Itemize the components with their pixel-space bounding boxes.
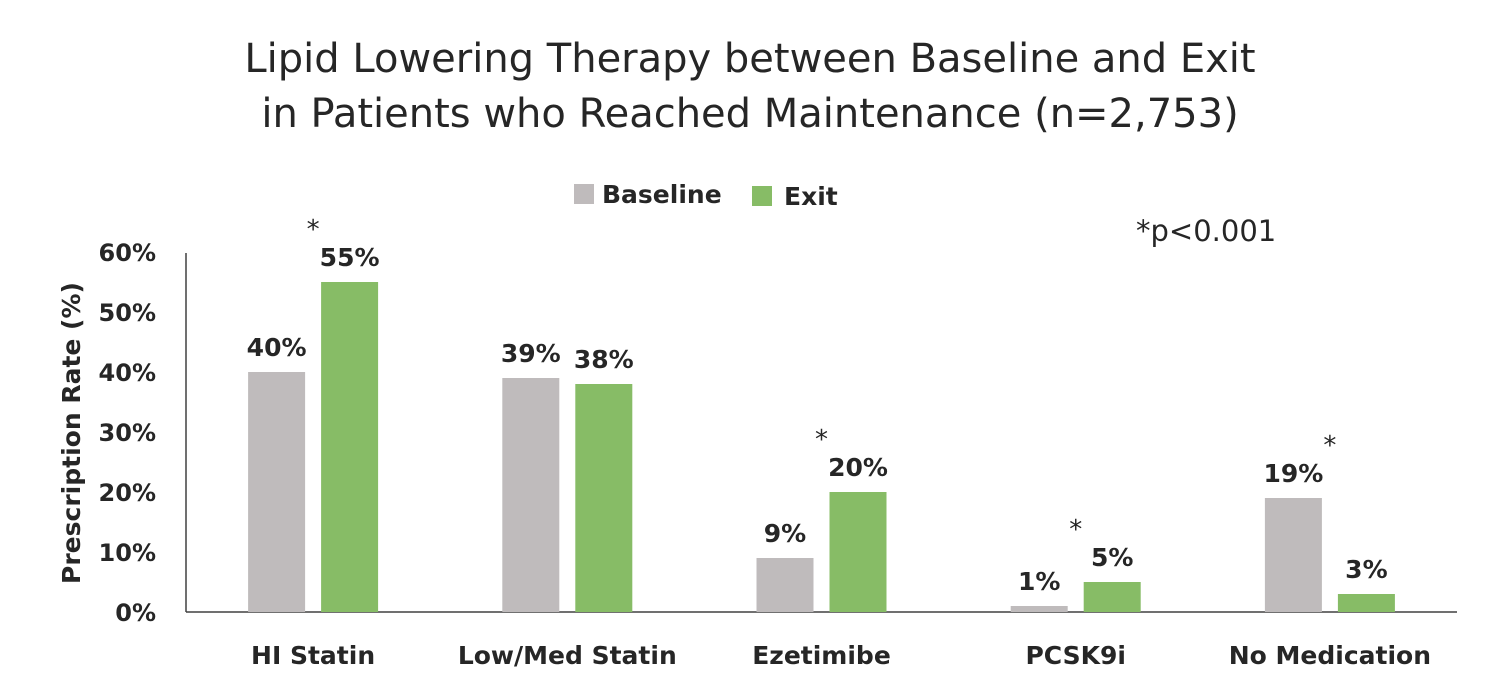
significance-star: *	[1069, 515, 1082, 545]
bar-exit	[321, 282, 379, 612]
bar-baseline	[1264, 498, 1322, 612]
bar-value-label: 1%	[1018, 567, 1060, 596]
significance-markers-group: * * * *	[307, 215, 1337, 545]
bar-baseline	[1010, 606, 1068, 612]
legend-swatch-baseline	[574, 184, 594, 204]
chart-title: Lipid Lowering Therapy between Baseline …	[244, 36, 1255, 137]
y-tick-label: 40%	[99, 359, 156, 387]
category-label: No Medication	[1229, 641, 1431, 670]
significance-star: *	[815, 425, 828, 455]
bar-baseline	[756, 558, 814, 612]
y-axis-label: Prescription Rate (%)	[57, 282, 86, 584]
bar-value-label: 40%	[247, 333, 307, 362]
data-labels-group: 40% 55% 39% 38% 9% 20% 1% 5% 19% 3%	[247, 243, 1388, 596]
bar-value-label: 20%	[828, 453, 888, 482]
bar-exit	[1083, 582, 1141, 612]
bar-value-label: 19%	[1263, 459, 1323, 488]
category-labels-group: HI Statin Low/Med Statin Ezetimibe PCSK9i No…	[251, 641, 1431, 670]
legend-label-baseline: Baseline	[602, 180, 722, 209]
y-tick-label: 30%	[99, 419, 156, 447]
bar-value-label: 39%	[501, 339, 561, 368]
y-tick-label: 20%	[99, 479, 156, 507]
legend: Baseline Exit	[574, 180, 838, 211]
chart-title-line-1: Lipid Lowering Therapy between Baseline …	[244, 36, 1255, 82]
significance-note: *p<0.001	[1136, 214, 1276, 248]
chart-title-line-2: in Patients who Reached Maintenance (n=2…	[261, 91, 1238, 137]
bar-exit	[1337, 594, 1395, 612]
bar-baseline	[248, 372, 306, 612]
y-tick-label: 50%	[99, 299, 156, 327]
bar-value-label: 55%	[320, 243, 380, 272]
category-label: Low/Med Statin	[458, 641, 677, 670]
bar-exit	[829, 492, 887, 612]
bar-value-label: 3%	[1345, 555, 1387, 584]
y-tick-label: 0%	[115, 599, 156, 627]
y-axis-ticks: 0% 10% 20% 30% 40% 50% 60%	[99, 239, 156, 627]
significance-star: *	[1323, 431, 1336, 461]
category-label: HI Statin	[251, 641, 375, 670]
bars-group	[248, 282, 1395, 612]
bar-value-label: 9%	[764, 519, 806, 548]
bar-baseline	[502, 378, 560, 612]
legend-label-exit: Exit	[784, 182, 838, 211]
bar-value-label: 38%	[574, 345, 634, 374]
legend-swatch-exit	[752, 186, 772, 206]
bar-exit	[575, 384, 633, 612]
category-label: PCSK9i	[1025, 641, 1125, 670]
y-tick-label: 60%	[99, 239, 156, 267]
bar-value-label: 5%	[1091, 543, 1133, 572]
significance-star: *	[307, 215, 320, 245]
category-label: Ezetimibe	[752, 641, 891, 670]
y-tick-label: 10%	[99, 539, 156, 567]
